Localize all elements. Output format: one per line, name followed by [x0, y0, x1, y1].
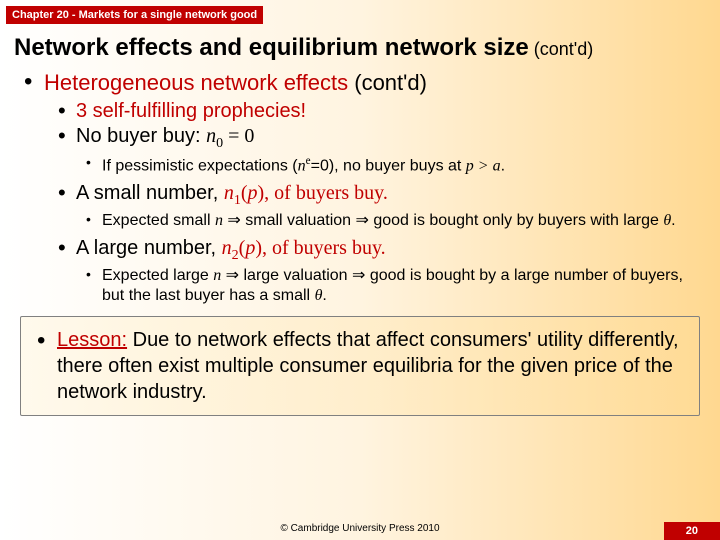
pessimistic-line: If pessimistic expectations (ne=0), no b… [102, 154, 706, 176]
large-rp: ), of buyers buy. [255, 237, 385, 259]
no-buyer-eq: = 0 [223, 125, 254, 147]
lesson-box: Lesson: Due to network effects that affe… [20, 316, 700, 416]
slide-title: Network effects and equilibrium network … [14, 34, 706, 62]
small-lp: ( [241, 182, 248, 204]
largeexp-n: n [213, 267, 221, 284]
chapter-bar: Chapter 20 - Markets for a single networ… [6, 6, 263, 24]
lesson-text: Due to network effects that affect consu… [57, 329, 679, 403]
small-rp: ), of buyers buy. [258, 182, 388, 204]
title-main: Network effects and equilibrium network … [14, 34, 529, 61]
content-area: Heterogeneous network effects (cont'd) 3… [14, 70, 706, 510]
heading-contd: (cont'd) [348, 70, 427, 95]
largeexp-a: Expected large [102, 267, 213, 284]
copyright: © Cambridge University Press 2010 [0, 523, 720, 534]
pess-n: n [298, 157, 306, 174]
smallexp-e: . [671, 212, 675, 229]
large-n: n [222, 237, 232, 259]
small-number-line: A small number, n1(p), of buyers buy. [76, 182, 706, 209]
no-buyer-a: No buyer buy: [76, 125, 206, 147]
heading-text: Heterogeneous network effects [44, 70, 348, 95]
small-n: n [224, 182, 234, 204]
page-number: 20 [664, 522, 720, 540]
no-buyer-n: n [206, 125, 216, 147]
large-a: A large number, [76, 237, 222, 259]
small-sub: 1 [234, 193, 241, 208]
smallexp-n: n [215, 212, 223, 229]
pess-e: p > a [466, 157, 501, 174]
lesson-label: Lesson: [57, 329, 127, 351]
largeexp-e: . [322, 287, 326, 304]
prophecies-text: 3 self-fulfilling prophecies! [76, 100, 306, 122]
slide: Chapter 20 - Markets for a single networ… [0, 0, 720, 540]
pess-f: . [501, 157, 505, 174]
pess-a: If pessimistic expectations ( [102, 157, 298, 174]
pess-d: =0), no buyer buys at [311, 157, 466, 174]
prophecies-line: 3 self-fulfilling prophecies! [76, 100, 706, 123]
large-expect-line: Expected large n ⇒ large valuation ⇒ goo… [102, 266, 706, 306]
title-contd: (cont'd) [529, 39, 593, 59]
no-buyer-line: No buyer buy: n0 = 0 [76, 125, 706, 152]
lesson-bullet: Lesson: Due to network effects that affe… [57, 327, 687, 405]
large-number-line: A large number, n2(p), of buyers buy. [76, 237, 706, 264]
smallexp-c: ⇒ small valuation ⇒ good is bought only … [223, 212, 663, 229]
large-p: p [245, 237, 255, 259]
heading-heterogeneous: Heterogeneous network effects (cont'd) [44, 70, 706, 96]
smallexp-theta: θ [663, 212, 671, 229]
small-a: A small number, [76, 182, 224, 204]
large-sub: 2 [232, 248, 239, 263]
small-p: p [248, 182, 258, 204]
smallexp-a: Expected small [102, 212, 215, 229]
small-expect-line: Expected small n ⇒ small valuation ⇒ goo… [102, 211, 706, 231]
